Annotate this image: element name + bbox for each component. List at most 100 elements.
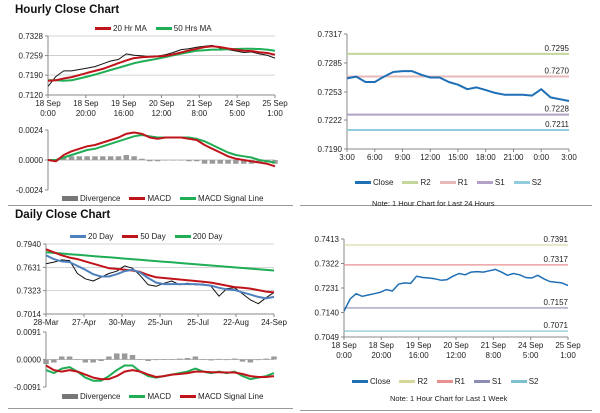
y-tick-label: 0.0091 bbox=[17, 328, 42, 337]
legend-swatch bbox=[62, 394, 78, 399]
divergence-bar bbox=[137, 359, 144, 360]
divergence-bar bbox=[224, 359, 230, 361]
divergence-bar bbox=[98, 359, 104, 362]
divider bbox=[8, 408, 293, 409]
divergence-bar bbox=[169, 359, 175, 360]
y-tick-label: 0.7014 bbox=[17, 310, 42, 319]
legend-swatch bbox=[62, 196, 78, 201]
divergence-bar bbox=[208, 359, 214, 361]
divergence-bar bbox=[231, 358, 238, 360]
x-tick-label: 20:00 bbox=[371, 351, 392, 360]
divergence-bar bbox=[123, 155, 130, 160]
x-tick-label: 12:00 bbox=[420, 153, 441, 162]
divergence-bar bbox=[233, 160, 239, 164]
legend-label: S1 bbox=[494, 178, 505, 187]
divergence-bar bbox=[84, 156, 90, 160]
x-tick-label: 1:00 bbox=[560, 351, 576, 360]
x-tick-label: 21:00 bbox=[503, 153, 524, 162]
legend-swatch bbox=[439, 181, 456, 184]
x-tick-label: 24 Sep bbox=[224, 99, 250, 108]
y-tick-label: 0.7323 bbox=[17, 287, 42, 296]
y-tick-label: 0.7049 bbox=[315, 333, 340, 342]
legend-swatch bbox=[155, 27, 172, 30]
y-tick-label: 0.7259 bbox=[19, 52, 44, 61]
legend-label: Divergence bbox=[80, 392, 121, 401]
legend-label: MACD bbox=[147, 392, 172, 401]
daily_macd-legend: Divergence MACD MACD Signal Line bbox=[62, 392, 263, 401]
divergence-bar bbox=[43, 359, 49, 365]
divergence-bar bbox=[76, 156, 83, 160]
divergence-bar bbox=[58, 356, 65, 360]
divergence-bar bbox=[107, 156, 114, 160]
divergence-bar bbox=[255, 359, 262, 361]
legend-swatch bbox=[180, 197, 197, 200]
divergence-bar bbox=[240, 160, 247, 164]
x-tick-label: 15:00 bbox=[448, 153, 469, 162]
legend-item: 20 Day bbox=[70, 232, 113, 241]
series-macd bbox=[47, 131, 276, 168]
x-tick-label: 21 Sep bbox=[187, 99, 213, 108]
x-tick-label: 19 Sep bbox=[111, 99, 137, 108]
x-tick-label: 24 Sep bbox=[518, 341, 544, 350]
legend-label: 20 Hr MA bbox=[113, 24, 147, 33]
x-tick-label: 16:00 bbox=[114, 109, 135, 118]
x-tick-label: 0:00 bbox=[533, 153, 549, 162]
divergence-bar bbox=[225, 160, 231, 164]
legend-label: MACD Signal Line bbox=[198, 194, 264, 203]
y-tick-label: 0.7120 bbox=[19, 91, 44, 100]
y-tick-label: 0.7140 bbox=[315, 309, 340, 318]
legend-item: S1 bbox=[476, 178, 505, 187]
legend-swatch bbox=[402, 181, 419, 184]
x-tick-label: 24-Sep bbox=[261, 318, 287, 327]
legend-swatch bbox=[174, 235, 191, 238]
legend-swatch bbox=[129, 395, 146, 398]
divergence-bar bbox=[161, 359, 167, 360]
series-50-day bbox=[45, 248, 275, 294]
divergence-bar bbox=[153, 359, 159, 361]
x-tick-label: 18 Sep bbox=[73, 99, 99, 108]
x-tick-label: 20:00 bbox=[76, 109, 97, 118]
legend-label: 50 Day bbox=[140, 232, 166, 241]
y-tick-label: 0.7328 bbox=[19, 32, 44, 41]
divergence-bar bbox=[263, 358, 269, 360]
divergence-bar bbox=[170, 160, 176, 161]
series-200-day bbox=[45, 251, 275, 272]
x-tick-label: 18 Sep bbox=[331, 341, 357, 350]
hourly_macd-chart: 0.0024 0.0000 -0.0024 bbox=[16, 126, 278, 195]
legend-item: MACD Signal Line bbox=[180, 392, 263, 401]
legend-label: 20 Day bbox=[88, 232, 114, 241]
legend-item: MACD bbox=[129, 194, 171, 203]
legend-label: R2 bbox=[420, 178, 431, 187]
divergence-bar bbox=[176, 358, 183, 360]
x-tick-label: 19 Sep bbox=[406, 341, 432, 350]
divergence-bar bbox=[162, 160, 169, 161]
series-macd-signal-line bbox=[45, 364, 275, 381]
legend-label: Divergence bbox=[80, 194, 121, 203]
level-label-r1: 0.7270 bbox=[545, 67, 570, 76]
divergence-bar bbox=[201, 160, 208, 164]
legend-swatch bbox=[399, 380, 416, 383]
divergence-bar bbox=[192, 356, 199, 360]
x-tick-label: 5:00 bbox=[523, 351, 539, 360]
divergence-bar bbox=[271, 356, 277, 360]
divergence-bar bbox=[68, 156, 75, 160]
legend-label: MACD bbox=[147, 194, 172, 203]
legend-item: S2 bbox=[513, 178, 542, 187]
divider bbox=[8, 205, 293, 206]
legend-swatch bbox=[473, 380, 490, 383]
y-tick-label: 0.7940 bbox=[17, 240, 42, 249]
divergence-bar bbox=[51, 359, 57, 363]
y-tick-label: 0.7253 bbox=[318, 88, 343, 97]
last_24h-note: Note: 1 Hour Chart for Last 24 Hours bbox=[372, 199, 495, 208]
x-tick-label: 18:00 bbox=[476, 153, 497, 162]
divergence-bar bbox=[100, 156, 106, 160]
x-tick-label: 12:00 bbox=[151, 109, 172, 118]
divergence-bar bbox=[178, 160, 184, 161]
last_week-legend: Close R2 R1 S1 S2 bbox=[352, 377, 539, 386]
x-tick-label: 8:00 bbox=[192, 109, 208, 118]
legend-swatch bbox=[355, 181, 371, 184]
legend-item: Divergence bbox=[62, 392, 120, 401]
